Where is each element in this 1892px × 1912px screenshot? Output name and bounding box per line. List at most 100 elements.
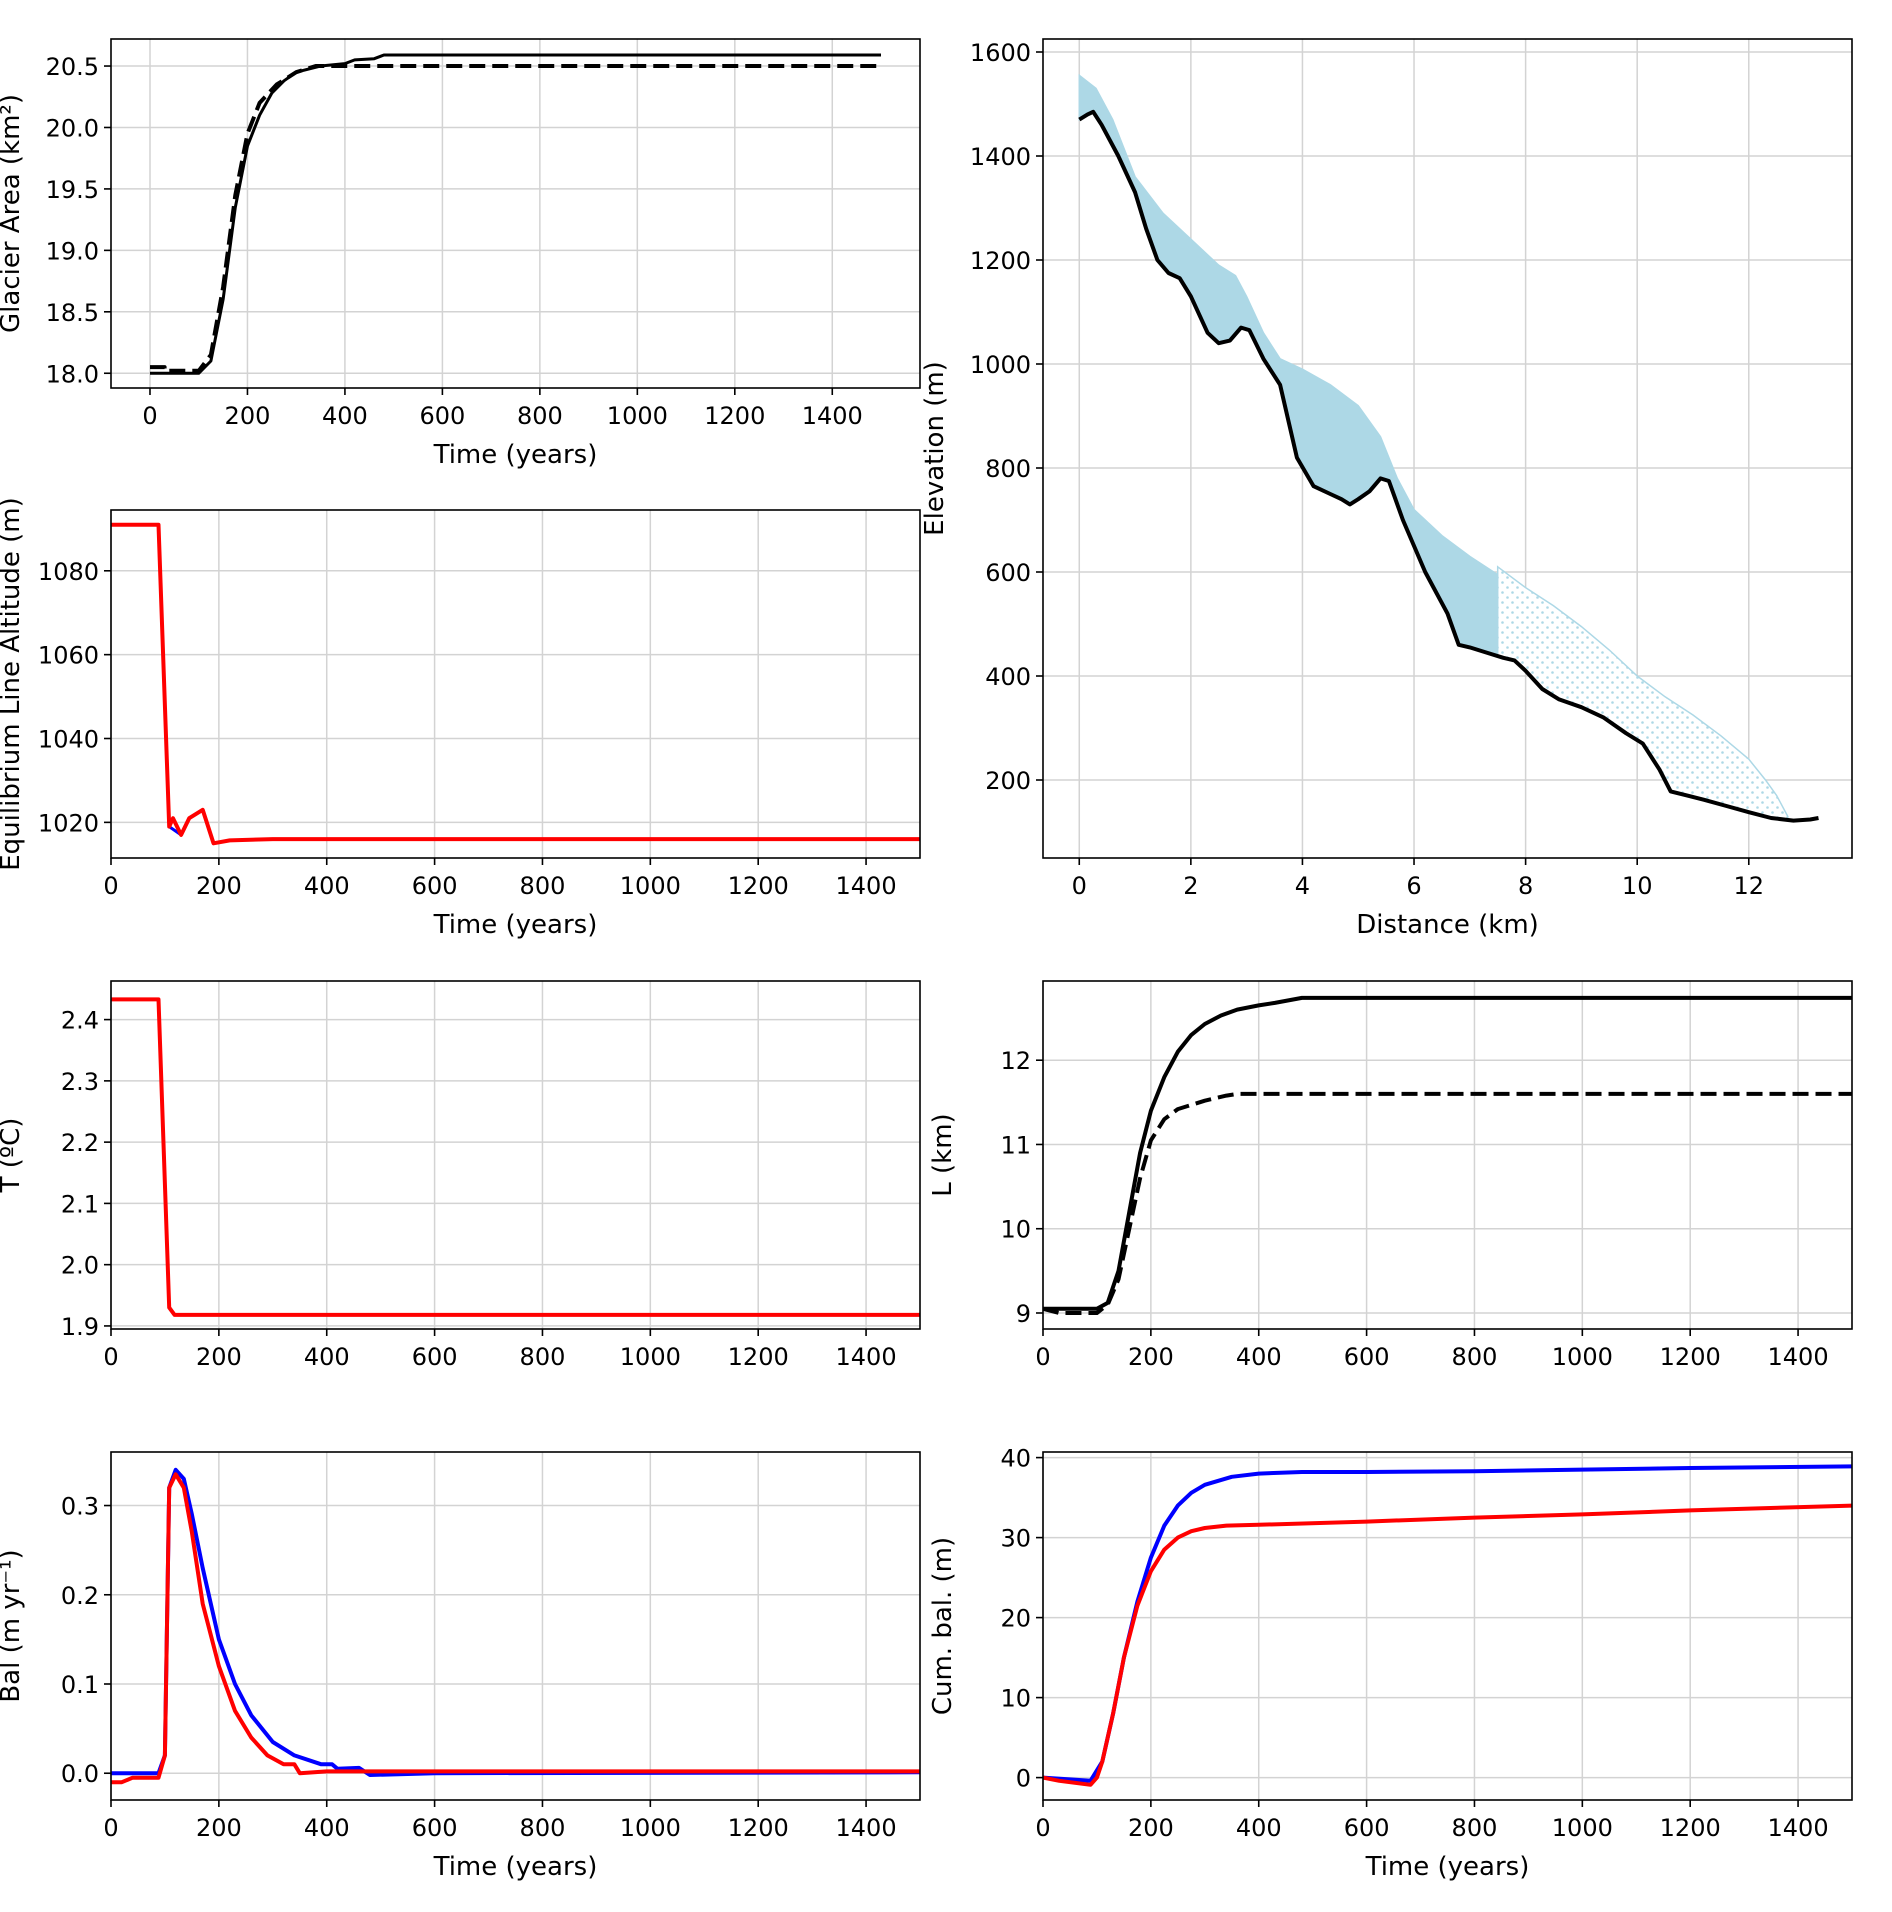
x-tick-label: 200 xyxy=(196,872,242,900)
chart-temperature: 0 200 400 600 800 1000 1200 1400 1.9 2.0 2.1 2.2 2.3… xyxy=(0,980,921,1371)
x-tick-label: 1200 xyxy=(728,1343,789,1371)
x-tick-label: 1400 xyxy=(1768,1814,1829,1842)
x-tick-label: 0 xyxy=(1072,872,1087,900)
y-tick-label: 0.2 xyxy=(61,1582,99,1610)
series-line-0 xyxy=(111,1467,920,1777)
series-line-0 xyxy=(1043,1464,1852,1783)
x-tick-label: 600 xyxy=(412,1343,458,1371)
x-tick-label: 0 xyxy=(142,402,157,430)
y-tick-label: 1020 xyxy=(38,809,99,837)
y-tick-label: 9 xyxy=(1016,1300,1031,1328)
x-tick-label: 400 xyxy=(304,1343,350,1371)
chart-ela: 0 200 400 600 800 1000 1200 1400 1020 1040 1060 108… xyxy=(0,497,921,940)
x-axis-label: Time (years) xyxy=(433,1852,598,1882)
y-axis-label: Elevation (m) xyxy=(920,361,950,536)
y-tick-label: 800 xyxy=(985,455,1031,483)
y-tick-label: 2.0 xyxy=(61,1252,99,1280)
y-axis-label: Glacier Area (km²) xyxy=(0,94,26,333)
y-tick-label: 600 xyxy=(985,559,1031,587)
series-line-1 xyxy=(150,64,881,373)
axes-frame xyxy=(1042,980,1853,1330)
x-tick-label: 6 xyxy=(1406,872,1421,900)
y-tick-label: 11 xyxy=(1000,1131,1031,1159)
series-line-0 xyxy=(111,523,920,845)
y-tick-label: 19.0 xyxy=(46,237,99,265)
series-line-1 xyxy=(111,1472,920,1785)
x-tick-label: 10 xyxy=(1622,872,1653,900)
axes-frame xyxy=(110,980,921,1330)
y-tick-label: 0.0 xyxy=(61,1760,99,1788)
chart-profile: 0 2 4 6 8 10 12 200 400 600 800 1000 1200 1400 1600 Dis… xyxy=(920,38,1853,940)
y-tick-label: 0 xyxy=(1016,1765,1031,1793)
x-tick-label: 1400 xyxy=(802,402,863,430)
y-tick-label: 30 xyxy=(1000,1525,1031,1553)
series-ice_surface_hatched xyxy=(1496,565,1789,821)
y-tick-label: 1400 xyxy=(970,143,1031,171)
series-line-0 xyxy=(111,997,920,1317)
x-tick-label: 200 xyxy=(196,1343,242,1371)
y-tick-label: 0.1 xyxy=(61,1671,99,1699)
x-tick-label: 1400 xyxy=(836,1343,897,1371)
y-tick-label: 400 xyxy=(985,663,1031,691)
y-axis-label: Bal (m yr⁻¹) xyxy=(0,1549,26,1702)
x-tick-label: 400 xyxy=(304,872,350,900)
x-tick-label: 0 xyxy=(103,1814,118,1842)
x-tick-label: 600 xyxy=(412,872,458,900)
y-tick-label: 1200 xyxy=(970,247,1031,275)
x-tick-label: 600 xyxy=(419,402,465,430)
axes-frame xyxy=(1042,38,1853,859)
x-tick-label: 600 xyxy=(1344,1814,1390,1842)
y-tick-label: 1.9 xyxy=(61,1313,99,1341)
x-axis-label: Distance (km) xyxy=(1356,910,1539,940)
x-axis-label: Time (years) xyxy=(1365,1852,1530,1882)
x-tick-label: 0 xyxy=(1035,1814,1050,1842)
series-line-1 xyxy=(1043,1091,1852,1315)
series-line-1 xyxy=(1043,1503,1852,1787)
y-tick-label: 1600 xyxy=(970,39,1031,67)
x-tick-label: 1000 xyxy=(1552,1814,1613,1842)
x-tick-label: 200 xyxy=(225,402,271,430)
x-tick-label: 2 xyxy=(1183,872,1198,900)
x-tick-label: 1200 xyxy=(728,872,789,900)
x-tick-label: 800 xyxy=(520,1343,566,1371)
x-tick-label: 1400 xyxy=(836,872,897,900)
y-tick-label: 1080 xyxy=(38,558,99,586)
y-tick-label: 19.5 xyxy=(46,176,99,204)
x-tick-label: 800 xyxy=(1452,1343,1498,1371)
y-tick-label: 20 xyxy=(1000,1605,1031,1633)
x-tick-label: 1200 xyxy=(704,402,765,430)
x-tick-label: 1400 xyxy=(1768,1343,1829,1371)
y-axis-label: Equilibrium Line Altitude (m) xyxy=(0,497,26,871)
chart-balance: 0 200 400 600 800 1000 1200 1400 0.0 0.1 0.2 0.3 Tim… xyxy=(0,1451,921,1882)
x-tick-label: 400 xyxy=(304,1814,350,1842)
y-tick-label: 20.5 xyxy=(46,53,99,81)
y-tick-label: 12 xyxy=(1000,1047,1031,1075)
x-tick-label: 1000 xyxy=(620,1814,681,1842)
x-tick-label: 800 xyxy=(1452,1814,1498,1842)
x-tick-label: 1200 xyxy=(728,1814,789,1842)
y-tick-label: 1040 xyxy=(38,726,99,754)
x-tick-label: 1000 xyxy=(1552,1343,1613,1371)
y-tick-label: 2.4 xyxy=(61,1007,99,1035)
y-tick-label: 18.0 xyxy=(46,360,99,388)
y-tick-label: 200 xyxy=(985,767,1031,795)
chart-area: 0 200 400 600 800 1000 1200 1400 18.0 18.5 19.0 19.… xyxy=(0,38,921,470)
series-line-1 xyxy=(111,522,920,846)
y-tick-label: 0.3 xyxy=(61,1493,99,1521)
axes-frame xyxy=(1042,1451,1853,1801)
x-tick-label: 600 xyxy=(412,1814,458,1842)
y-tick-label: 2.1 xyxy=(61,1190,99,1218)
x-tick-label: 200 xyxy=(1128,1343,1174,1371)
x-tick-label: 200 xyxy=(1128,1814,1174,1842)
x-axis-label: Time (years) xyxy=(433,910,598,940)
y-tick-label: 2.2 xyxy=(61,1129,99,1157)
x-tick-label: 800 xyxy=(520,872,566,900)
x-tick-label: 1200 xyxy=(1660,1814,1721,1842)
x-tick-label: 1000 xyxy=(620,1343,681,1371)
axes-frame xyxy=(110,509,921,859)
x-tick-label: 12 xyxy=(1734,872,1765,900)
y-tick-label: 1000 xyxy=(970,351,1031,379)
x-tick-label: 200 xyxy=(196,1814,242,1842)
x-tick-label: 1000 xyxy=(607,402,668,430)
